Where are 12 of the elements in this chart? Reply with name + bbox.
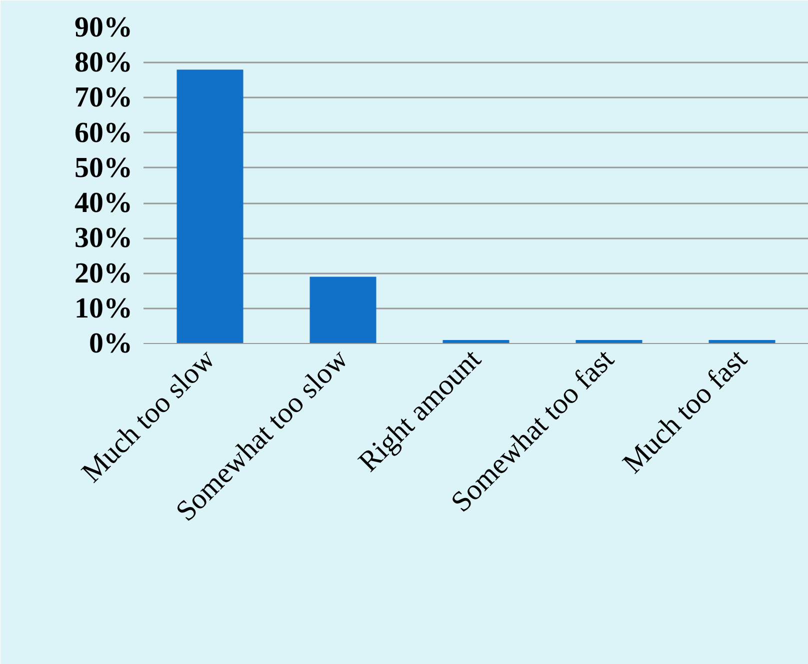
y-tick-label: 60%	[74, 116, 132, 149]
y-tick-label: 20%	[74, 257, 132, 290]
y-tick-label: 30%	[74, 222, 132, 254]
y-tick-label: 10%	[74, 292, 132, 324]
bar	[176, 70, 244, 344]
y-tick-label: 90%	[74, 12, 132, 44]
y-tick-label: 80%	[74, 46, 132, 79]
bar	[310, 276, 376, 344]
y-tick-label: 0%	[89, 328, 132, 360]
y-tick-label: 40%	[74, 187, 132, 220]
y-tick-label: 70%	[74, 82, 132, 114]
y-tick-label: 50%	[74, 152, 132, 184]
